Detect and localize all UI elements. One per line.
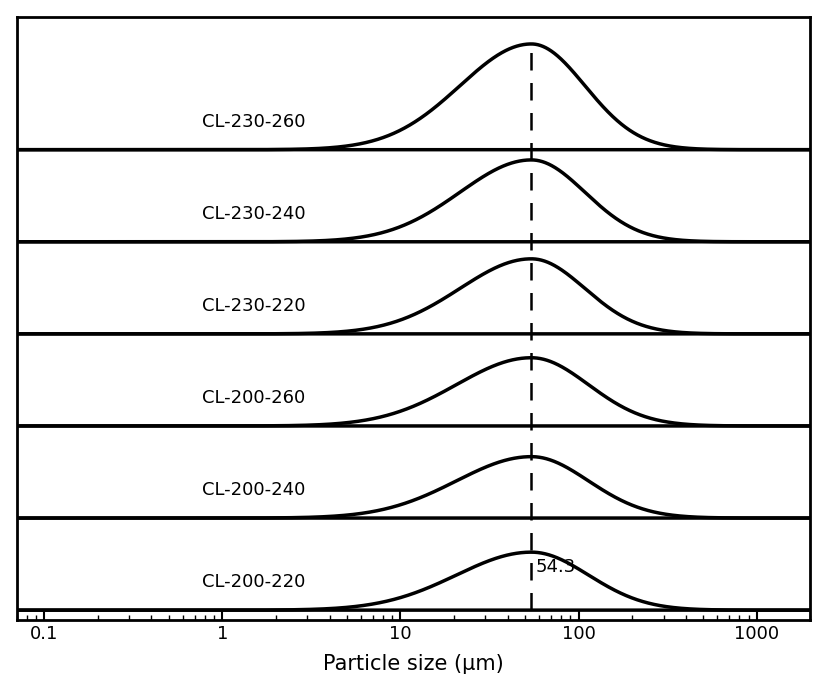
Text: CL-200-240: CL-200-240: [202, 481, 305, 499]
X-axis label: Particle size (μm): Particle size (μm): [323, 654, 504, 674]
Text: 54.3: 54.3: [536, 558, 576, 576]
Text: CL-230-240: CL-230-240: [202, 205, 305, 223]
Text: CL-230-260: CL-230-260: [202, 113, 305, 131]
Text: CL-230-220: CL-230-220: [202, 296, 305, 315]
Text: CL-200-220: CL-200-220: [202, 573, 305, 591]
Text: CL-200-260: CL-200-260: [202, 389, 305, 407]
